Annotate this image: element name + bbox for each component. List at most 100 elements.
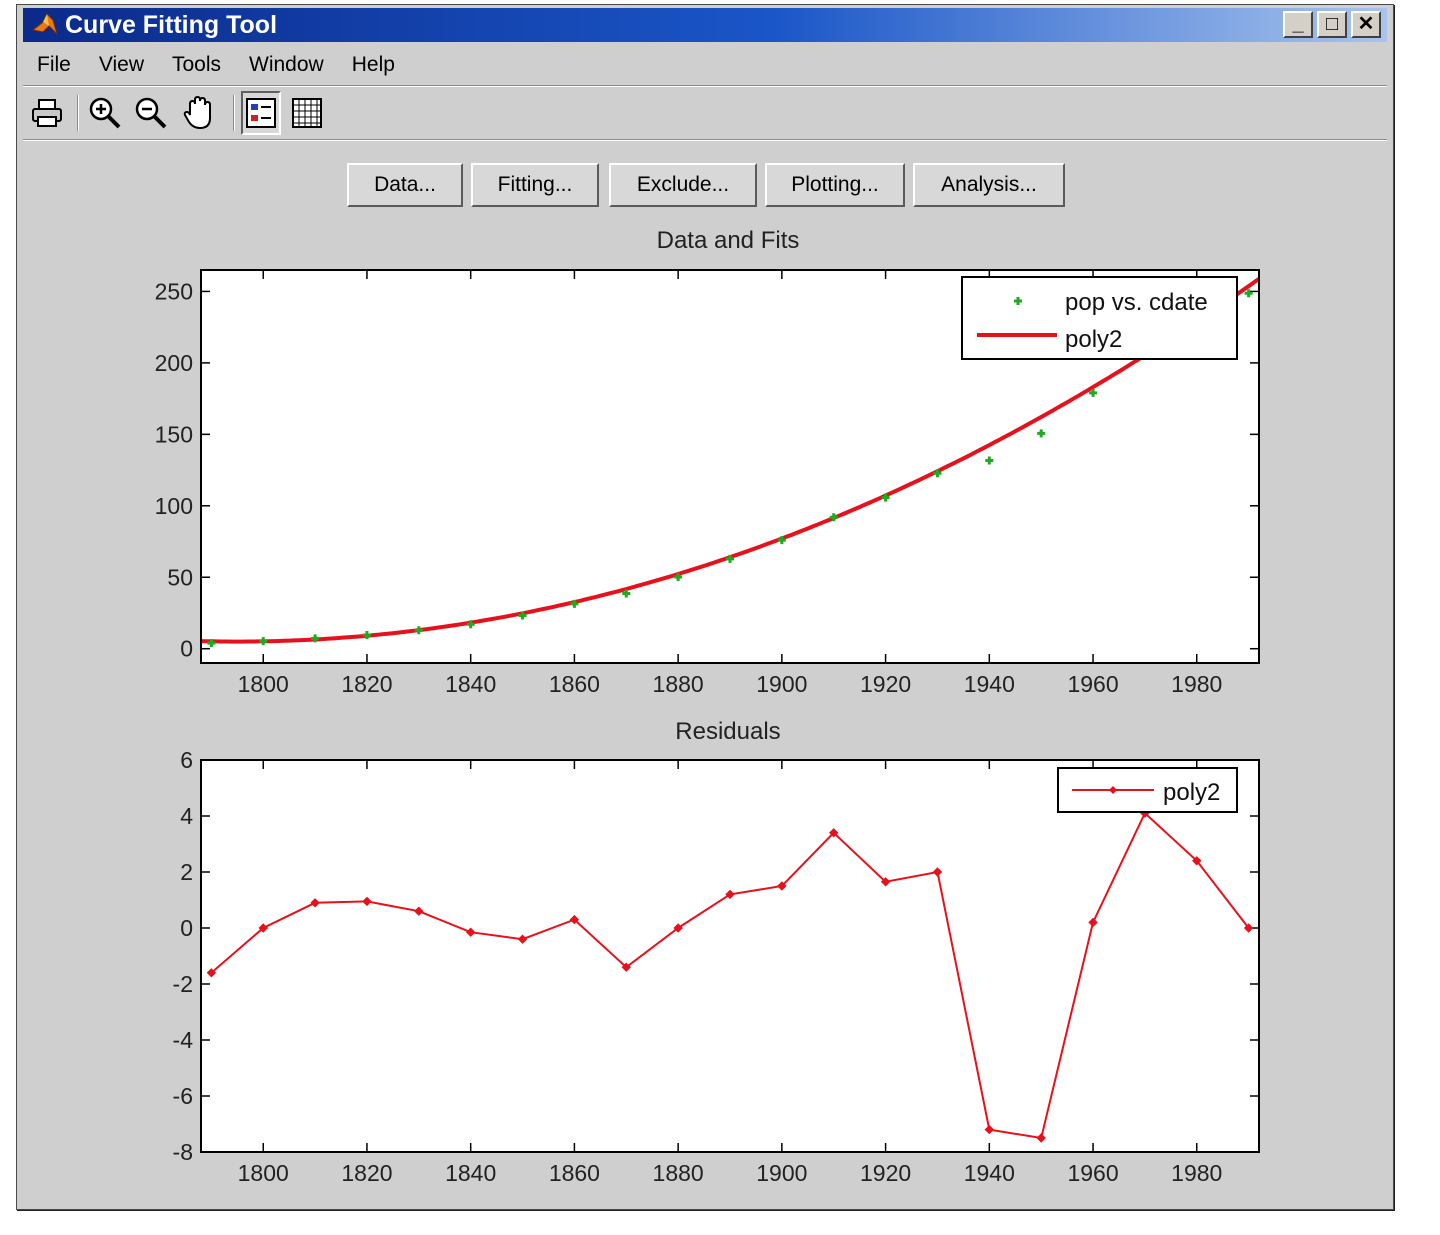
data-point: [414, 626, 423, 635]
residuals-y-tick-label: -2: [173, 971, 193, 997]
fits-y-tick-label: 0: [180, 636, 193, 662]
legend-label-residual: poly2: [1163, 779, 1220, 806]
title-bar[interactable]: Curve Fitting Tool _ □ ✕: [23, 8, 1387, 42]
plots-canvas: 1800 1820 1840 1860 1880 1900 1920 1940 1960 1980…: [155, 269, 1261, 1186]
fits-x-tick-label: 1880: [653, 671, 704, 697]
legend-toggle-icon: [246, 98, 276, 128]
toolbar-separator: [233, 95, 235, 131]
close-button[interactable]: ✕: [1351, 11, 1381, 38]
residuals-x-tick-label: 1800: [238, 1160, 289, 1186]
residual-point: [206, 968, 217, 978]
minimize-button[interactable]: _: [1283, 11, 1313, 38]
residuals-y-tick-label: 0: [180, 915, 193, 941]
analysis-button[interactable]: Analysis...: [913, 163, 1065, 207]
residuals-x-tick-label: 1880: [653, 1160, 704, 1186]
data-point: [1089, 388, 1098, 397]
fits-y-tick-label: 150: [155, 421, 193, 447]
exclude-button[interactable]: Exclude...: [609, 163, 757, 207]
residual-point: [310, 898, 320, 908]
residual-point: [829, 828, 839, 838]
residual-point: [517, 934, 528, 944]
residual-point: [362, 896, 372, 907]
zoom-out-button[interactable]: [131, 91, 171, 135]
residuals-x-tick-label: 1960: [1067, 1160, 1118, 1186]
fits-y-tick-label: 200: [155, 350, 193, 376]
fits-y-tick-label: 100: [155, 493, 193, 519]
maximize-button[interactable]: □: [1317, 11, 1347, 38]
residual-point: [932, 867, 943, 877]
residuals-axes-frame: [200, 759, 1260, 1153]
data-point: [674, 572, 683, 581]
grid-toggle-button[interactable]: [287, 91, 327, 135]
toolbar-separator: [77, 95, 79, 131]
pan-hand-icon: [183, 95, 211, 130]
legend-toggle-button[interactable]: [241, 91, 281, 135]
data-point: [1244, 289, 1253, 298]
window-title: Curve Fitting Tool: [65, 11, 278, 39]
fits-y-tick-label: 250: [155, 278, 193, 304]
data-point: [362, 630, 371, 639]
data-point: [726, 554, 734, 563]
data-point: [518, 611, 527, 620]
residual-point: [1088, 917, 1098, 928]
grid-toggle-icon: [292, 98, 322, 128]
menu-window[interactable]: Window: [249, 53, 324, 76]
residual-point: [673, 923, 683, 933]
matlab-logo-icon: [31, 13, 59, 36]
residuals-x-tick-label: 1940: [964, 1160, 1015, 1186]
residuals-y-tick-label: -4: [173, 1027, 194, 1053]
zoom-in-icon: [89, 97, 121, 129]
residuals-plot-area: [201, 760, 1259, 1152]
fits-x-tick-label: 1800: [238, 671, 289, 697]
residuals-y-tick-label: 2: [180, 859, 193, 885]
plotting-button[interactable]: Plotting...: [765, 163, 905, 207]
residuals-x-tick-label: 1860: [549, 1160, 600, 1186]
menu-bar: File View Tools Window Help: [23, 49, 409, 83]
data-point: [259, 637, 268, 646]
menu-tools[interactable]: Tools: [171, 53, 222, 76]
print-button[interactable]: [27, 91, 67, 135]
legend-marker-data: [1014, 297, 1022, 305]
residual-point: [1192, 856, 1202, 866]
menu-separator: [23, 85, 1387, 87]
fits-x-tick-label: 1840: [445, 671, 496, 697]
residuals-x-tick-label: 1920: [860, 1160, 911, 1186]
fitting-button[interactable]: Fitting...: [471, 163, 599, 207]
data-point: [933, 469, 942, 478]
residuals-y-tick-label: -6: [173, 1083, 193, 1109]
data-point: [1037, 429, 1046, 438]
residual-point: [1243, 923, 1254, 933]
toolbar-bottom-separator: [23, 139, 1387, 141]
menu-file[interactable]: File: [37, 53, 71, 76]
menu-view[interactable]: View: [98, 53, 144, 76]
residual-point: [984, 1124, 995, 1135]
fits-axes-frame: [200, 269, 1260, 664]
data-point: [622, 589, 631, 598]
residuals-x-tick-label: 1840: [445, 1160, 496, 1186]
data-point: [881, 493, 890, 502]
fits-x-tick-label: 1980: [1171, 671, 1222, 697]
residual-point: [880, 877, 891, 887]
residuals-x-tick-label: 1900: [756, 1160, 807, 1186]
zoom-in-button[interactable]: [85, 91, 125, 135]
zoom-out-icon: [135, 97, 167, 129]
data-point: [570, 599, 579, 608]
residuals-y-tick-label: 6: [180, 747, 193, 773]
residuals-y-tick-label: 4: [180, 803, 193, 829]
menu-help[interactable]: Help: [351, 53, 395, 76]
residual-point: [777, 881, 787, 891]
data-button[interactable]: Data...: [347, 163, 463, 207]
residual-point: [414, 906, 424, 916]
fits-legend-box: [961, 276, 1238, 360]
data-point: [311, 634, 320, 643]
residual-point: [621, 962, 631, 972]
pan-button[interactable]: [179, 91, 219, 135]
data-point: [466, 620, 475, 629]
data-point: [829, 513, 838, 522]
residual-point: [569, 914, 580, 925]
residual-point: [725, 889, 735, 900]
data-point: [985, 456, 994, 465]
residual-point: [465, 927, 476, 937]
fits-x-tick-label: 1860: [549, 671, 600, 697]
residual-point: [258, 923, 268, 933]
